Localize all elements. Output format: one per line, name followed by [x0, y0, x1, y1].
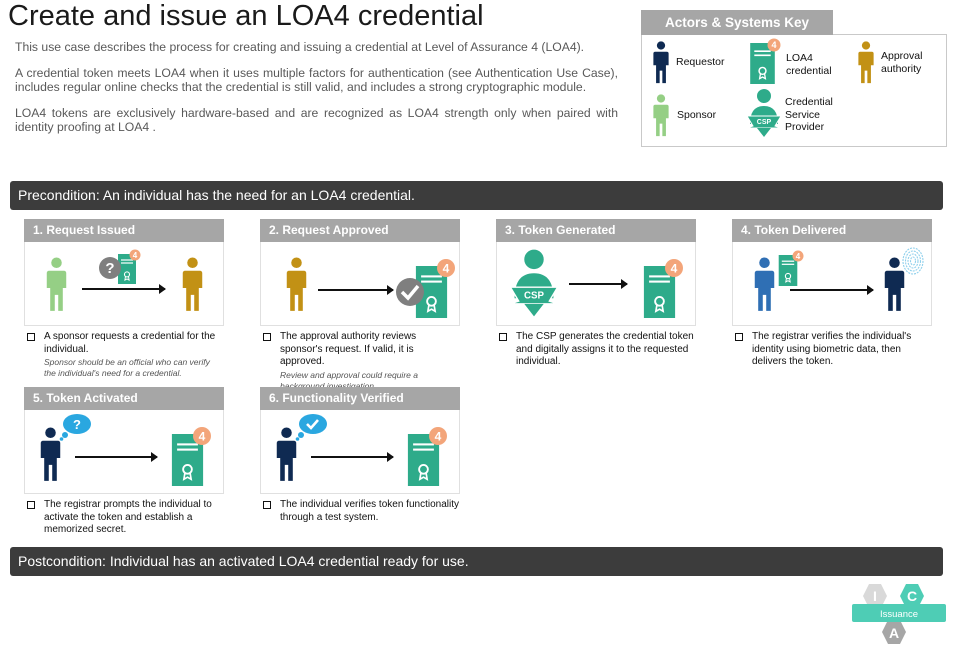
intro-text: This use case describes the process for …: [15, 40, 618, 146]
logo-label: Issuance: [880, 609, 918, 620]
logo-letter-c: C: [907, 588, 917, 604]
badge-number: 4: [771, 40, 776, 50]
intro-paragraph: A credential token meets LOA4 when it us…: [15, 66, 618, 94]
step-3: 3. Token Generated CSP 4 The CSP generat…: [496, 219, 696, 369]
step-description: The registrar verifies the individual's …: [732, 331, 932, 369]
flow-arrow: [82, 284, 166, 294]
step-title: 5. Token Activated: [24, 387, 224, 410]
thought-bubble-icon: [295, 414, 327, 441]
sponsor-icon: [652, 94, 670, 137]
checkmark-icon: [306, 419, 319, 430]
step-illustration: 4: [260, 242, 460, 326]
badge-number: 4: [133, 251, 138, 260]
logo-letter-a: A: [889, 625, 899, 641]
csp-icon: CSP: [746, 89, 782, 137]
step-description: The approval authority reviews sponsor's…: [260, 331, 460, 369]
step-5: 5. Token Activated ? 4 The registrar pro…: [24, 387, 224, 537]
csp-label: CSP: [757, 119, 772, 126]
key-label-requestor: Requestor: [676, 56, 725, 68]
flow-arrow: [569, 279, 628, 289]
approval-authority-icon: [857, 41, 875, 84]
precondition-bar: Precondition: An individual has the need…: [10, 181, 943, 210]
step-title: 1. Request Issued: [24, 219, 224, 242]
badge-number: 4: [443, 262, 450, 276]
credential-doc-icon: 4: [407, 427, 447, 486]
step-note: Sponsor should be an official who can ve…: [44, 357, 210, 378]
ica-issuance-logo: I C Issuance A: [852, 584, 946, 644]
badge-number: 4: [671, 262, 678, 276]
flow-arrow: [318, 285, 394, 295]
approval-authority-icon: [181, 257, 204, 312]
credential-doc-icon: 4: [643, 259, 683, 318]
badge-number: 4: [796, 252, 801, 261]
key-label-approval: Approval authority: [881, 50, 923, 75]
intro-paragraph: This use case describes the process for …: [15, 40, 585, 54]
key-label-csp: Credential Service Provider: [785, 96, 833, 133]
step-1: 1. Request Issued 4 ? A sponsor requests…: [24, 219, 224, 379]
badge-number: 4: [199, 430, 206, 444]
postcondition-bar: Postcondition: Individual has an activat…: [10, 547, 943, 576]
step-description: The registrar prompts the individual to …: [24, 499, 224, 537]
fingerprint-icon: [902, 247, 924, 275]
requestor-icon: [652, 41, 670, 84]
step-illustration: ? 4: [24, 410, 224, 494]
step-6: 6. Functionality Verified 4 The individu…: [260, 387, 460, 524]
approved-credential-icon: 4: [396, 259, 455, 318]
step-description: The individual verifies token functional…: [260, 499, 460, 524]
csp-label: CSP: [524, 290, 545, 301]
key-label-credential: LOA4 credential: [786, 52, 832, 77]
flow-arrow: [75, 452, 158, 462]
question-icon: ?: [73, 417, 81, 432]
actors-key-panel: [641, 34, 947, 147]
flow-arrow: [790, 285, 874, 295]
step-illustration: 4: [732, 242, 932, 326]
step-illustration: CSP 4: [496, 242, 696, 326]
credential-doc-icon: 4: [750, 38, 781, 84]
step-illustration: 4 ?: [24, 242, 224, 326]
credential-request-icon: 4 ?: [99, 249, 141, 285]
step-4: 4. Token Delivered 4 The registrar verif…: [732, 219, 932, 369]
intro-paragraph: LOA4 tokens are exclusively hardware-bas…: [15, 106, 618, 134]
registrar-icon: [753, 257, 776, 312]
checkmark-icon: [400, 284, 420, 301]
key-label-sponsor: Sponsor: [677, 109, 717, 121]
step-illustration: 4: [260, 410, 460, 494]
logo-letter-i: I: [873, 588, 877, 604]
flow-arrow: [311, 452, 394, 462]
sponsor-icon: [45, 257, 68, 312]
step-title: 4. Token Delivered: [732, 219, 932, 242]
step-note: Review and approval could require a back…: [280, 369, 418, 391]
thought-bubble-icon: ?: [59, 414, 91, 441]
step-title: 3. Token Generated: [496, 219, 696, 242]
question-icon: ?: [105, 260, 114, 277]
badge-number: 4: [435, 430, 442, 444]
step-title: 2. Request Approved: [260, 219, 460, 242]
step-description: A sponsor requests a credential for the …: [24, 331, 224, 356]
approval-authority-icon: [285, 257, 308, 312]
step-title: 6. Functionality Verified: [260, 387, 460, 410]
csp-icon: CSP: [509, 249, 559, 317]
credential-doc-icon: 4: [171, 427, 211, 486]
step-description: The CSP generates the credential token a…: [496, 331, 696, 369]
page-title: Create and issue an LOA4 credential: [8, 0, 484, 32]
actors-key-heading: Actors & Systems Key: [641, 10, 833, 35]
step-2: 2. Request Approved 4 The approval autho…: [260, 219, 460, 392]
credential-doc-icon: 4: [778, 250, 804, 286]
